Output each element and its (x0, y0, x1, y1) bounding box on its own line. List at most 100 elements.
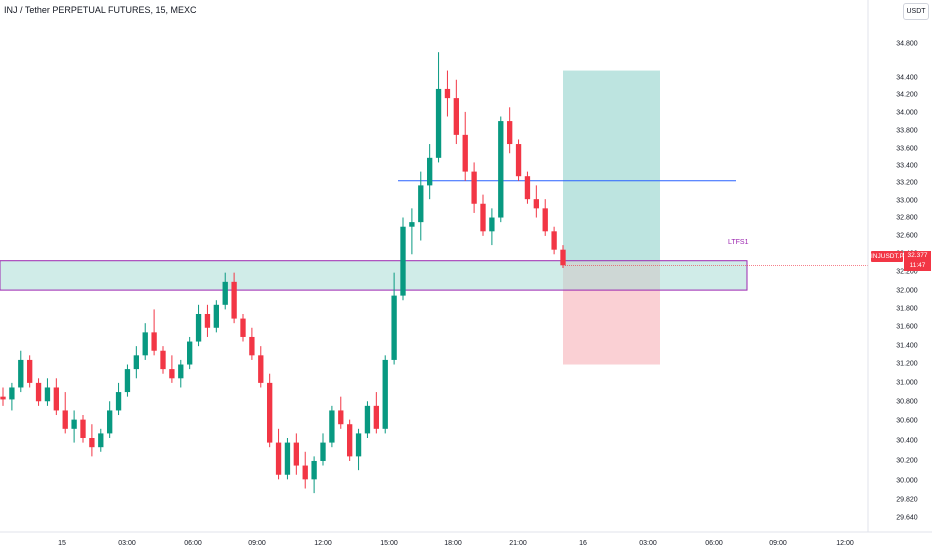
candle-body (533, 199, 539, 209)
price-tick-label: 32.000 (896, 288, 918, 295)
price-tick-label: 30.400 (896, 438, 918, 445)
candle-body (515, 144, 522, 177)
candle-body (195, 313, 202, 342)
price-tick-label: 31.600 (896, 324, 918, 331)
candle-body (89, 438, 95, 448)
candle-body (178, 364, 184, 379)
candle-body (382, 359, 388, 429)
candle-body (338, 410, 344, 425)
price-tick-label: 31.800 (896, 306, 918, 313)
candle-body (275, 442, 282, 475)
price-tick-label: 34.400 (896, 75, 918, 82)
last-price-label: 32.377 11:47 (904, 251, 931, 271)
candle-body (160, 350, 166, 370)
candle-body (471, 171, 477, 204)
candle-body (169, 369, 175, 379)
time-axis[interactable]: 15 03:00 06:00 09:00 12:00 15:00 18:00 21:00 16 0… (58, 540, 854, 547)
candle-body (329, 410, 335, 443)
zone-label: LTFS1 (728, 239, 749, 246)
price-tick-label: 33.600 (896, 146, 918, 153)
time-tick-label: 12:00 (836, 540, 854, 547)
currency-button[interactable]: USDT (903, 3, 929, 20)
take-profit-zone[interactable] (563, 70, 660, 262)
candle-body (302, 465, 308, 480)
time-tick-label: 21:00 (509, 540, 527, 547)
candle-body (409, 222, 415, 227)
candle-body (187, 341, 193, 365)
candle-body (400, 226, 406, 296)
candle-body (560, 249, 566, 266)
candle-body (498, 121, 504, 218)
price-tick-label: 31.200 (896, 361, 918, 368)
candle-body (444, 88, 451, 99)
candle-body (542, 208, 548, 232)
candle-body (347, 424, 353, 457)
candle-body (204, 313, 211, 328)
price-tick-label: 33.800 (896, 128, 918, 135)
candle-body (27, 359, 33, 383)
candle-body (80, 419, 86, 438)
candle-body (107, 410, 113, 434)
time-tick-label: 06:00 (705, 540, 723, 547)
candle-body (462, 134, 468, 172)
candle-body (124, 369, 131, 393)
candle-body (0, 396, 6, 400)
price-tick-label: 33.200 (896, 180, 918, 187)
candle-body (453, 98, 459, 135)
candle-body (213, 304, 219, 328)
candle-body (489, 217, 495, 232)
candle-body (9, 387, 15, 400)
candle-body (71, 419, 77, 429)
price-axis[interactable]: 34.800 34.400 34.200 34.000 33.800 33.600 33.4… (896, 41, 918, 522)
price-tick-label: 31.400 (896, 343, 918, 350)
candle-body (133, 355, 139, 370)
time-tick-label: 06:00 (184, 540, 202, 547)
time-tick-label: 15 (58, 540, 66, 547)
price-tick-label: 31.000 (896, 380, 918, 387)
time-tick-label: 18:00 (444, 540, 462, 547)
time-tick-label: 15:00 (380, 540, 398, 547)
candle-body (53, 387, 59, 411)
candle-body (373, 405, 379, 429)
candle-body (364, 405, 371, 434)
time-tick-label: 09:00 (248, 540, 266, 547)
candle-body (18, 359, 24, 388)
candle-body (507, 121, 513, 145)
price-tick-label: 29.820 (896, 497, 918, 504)
candle-body (418, 185, 424, 223)
price-tick-label: 30.200 (896, 458, 918, 465)
price-tick-label: 33.000 (896, 198, 918, 205)
time-tick-label: 03:00 (639, 540, 657, 547)
support-zone-rectangle[interactable] (0, 260, 748, 291)
price-tick-label: 32.800 (896, 215, 918, 222)
last-price-value: 32.377 (907, 252, 928, 259)
candle-body (435, 88, 442, 158)
candle-body (320, 442, 326, 461)
time-tick-label: 09:00 (769, 540, 787, 547)
price-tick-label: 29.640 (896, 515, 918, 522)
candle-body (62, 410, 68, 429)
candle-body (524, 176, 531, 200)
bar-countdown: 11:47 (909, 262, 926, 269)
candle-body (551, 231, 557, 250)
candle-body (115, 392, 122, 411)
candle-body (151, 332, 157, 351)
symbol-badge: INJUSDT.P (871, 251, 904, 262)
candle-body (222, 281, 228, 305)
candle-body (258, 355, 264, 383)
candle-body (311, 460, 317, 480)
price-tick-label: 34.000 (896, 110, 918, 117)
candle-body (142, 332, 148, 356)
candle-body (293, 442, 299, 466)
price-tick-label: 33.400 (896, 163, 918, 170)
price-tick-label: 34.800 (896, 41, 918, 48)
candle-body (480, 203, 486, 232)
candle-body (355, 433, 362, 457)
time-tick-label: 16 (579, 540, 587, 547)
time-tick-label: 12:00 (314, 540, 332, 547)
candlestick-series (0, 52, 566, 494)
candle-body (231, 281, 237, 319)
candle-body (98, 433, 104, 448)
candle-body (44, 387, 51, 402)
